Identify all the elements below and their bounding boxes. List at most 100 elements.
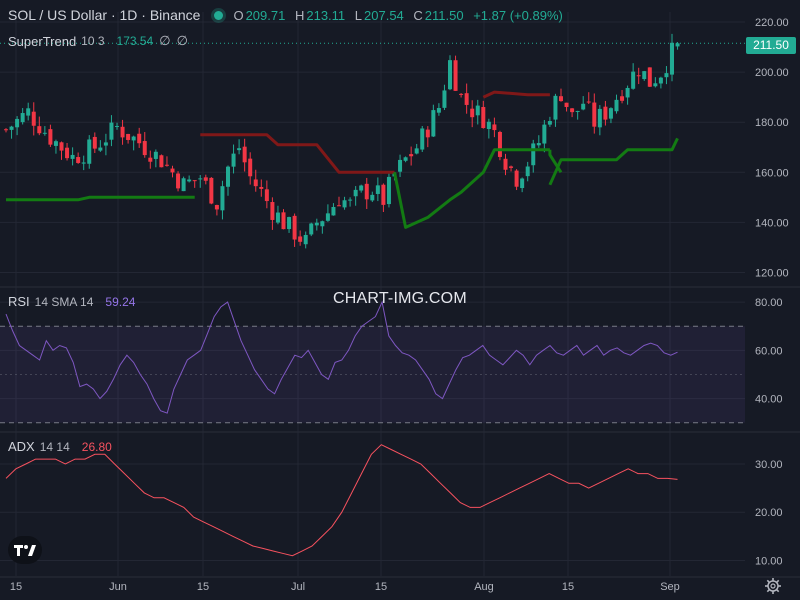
candle-body bbox=[464, 93, 469, 105]
adx-series bbox=[5, 444, 678, 557]
candle-body bbox=[636, 75, 641, 77]
x-tick-label: 15 bbox=[10, 581, 22, 593]
candle-body bbox=[481, 107, 486, 129]
candle-body bbox=[159, 155, 164, 168]
supertrend-params: 10 3 bbox=[81, 34, 105, 48]
low-value: 207.54 bbox=[364, 7, 404, 23]
x-axis-ticks: 15 Jun 15 Jul 15 Aug 15 Sep bbox=[10, 581, 680, 593]
candle-body bbox=[292, 215, 297, 240]
y-tick-label: 60.00 bbox=[755, 345, 783, 357]
candle-body bbox=[270, 202, 275, 220]
candle-body bbox=[153, 151, 158, 159]
supertrend-down-segment bbox=[200, 133, 395, 174]
candle-body bbox=[109, 122, 114, 140]
x-tick-label: 15 bbox=[562, 581, 574, 593]
candle-body bbox=[492, 124, 497, 131]
symbol-legend[interactable]: SOL / US Dollar · 1D · Binance O 209.71 H… bbox=[8, 7, 569, 23]
tradingview-logo-icon[interactable] bbox=[8, 536, 42, 564]
candle-body bbox=[525, 166, 530, 177]
candle-body bbox=[20, 113, 25, 123]
open-label: O bbox=[233, 7, 244, 23]
x-tick-label: Jun bbox=[109, 581, 127, 593]
candle-body bbox=[115, 125, 119, 127]
supertrend-up-segment bbox=[393, 148, 550, 229]
candle-body bbox=[237, 148, 242, 151]
candle-body bbox=[386, 176, 391, 205]
rsi-legend[interactable]: RSI 14 SMA 14 59.24 bbox=[8, 294, 135, 309]
high-value: 213.11 bbox=[306, 7, 346, 23]
candle-body bbox=[98, 147, 103, 151]
close-label: C bbox=[413, 7, 423, 23]
candle-body bbox=[542, 124, 547, 144]
candle-body bbox=[248, 158, 253, 177]
y-tick-label: 140.00 bbox=[755, 217, 789, 229]
candle-body bbox=[26, 108, 31, 116]
candle-body bbox=[520, 178, 525, 189]
candle-body bbox=[631, 71, 636, 89]
candle-body bbox=[581, 103, 586, 110]
y-tick-label: 20.00 bbox=[755, 507, 783, 519]
y-tick-label: 30.00 bbox=[755, 459, 783, 471]
candle-body bbox=[275, 212, 280, 223]
candle-body bbox=[453, 60, 458, 91]
candle-body bbox=[664, 73, 669, 78]
candle-body bbox=[459, 93, 464, 95]
candle-body bbox=[325, 213, 330, 221]
low-label: L bbox=[354, 7, 363, 23]
candle-body bbox=[442, 90, 447, 108]
y-tick-label: 10.00 bbox=[755, 556, 783, 568]
candle-body bbox=[70, 154, 75, 159]
rsi-line bbox=[5, 300, 678, 414]
adx-legend[interactable]: ADX 14 14 26.80 bbox=[8, 439, 112, 454]
y-tick-label: 220.00 bbox=[755, 17, 789, 29]
candle-body bbox=[486, 121, 491, 130]
candle-body bbox=[503, 158, 508, 170]
candle-body bbox=[414, 148, 419, 154]
candle-body bbox=[547, 121, 552, 125]
candle-body bbox=[309, 223, 314, 235]
supertrend-legend[interactable]: SuperTrend 10 3 173.54 ∅ ∅ bbox=[8, 33, 188, 49]
candle-body bbox=[259, 186, 264, 189]
candles bbox=[4, 33, 680, 249]
candle-body bbox=[620, 96, 625, 101]
candle-body bbox=[92, 136, 97, 149]
candle-body bbox=[420, 128, 425, 150]
supertrend-value: 173.54 bbox=[116, 34, 154, 48]
candle-body bbox=[37, 126, 42, 134]
candle-body bbox=[120, 126, 125, 138]
y-tick-label: 180.00 bbox=[755, 117, 789, 129]
candle-body bbox=[242, 146, 247, 163]
candle-body bbox=[342, 200, 347, 208]
candle-body bbox=[220, 186, 225, 211]
market-status-icon bbox=[214, 10, 224, 20]
adx-line bbox=[5, 444, 678, 557]
rsi-band bbox=[0, 325, 745, 424]
candle-body bbox=[614, 99, 619, 112]
candle-body bbox=[370, 194, 375, 201]
candle-body bbox=[570, 108, 575, 113]
adx-value: 26.80 bbox=[81, 439, 112, 454]
y-tick-label: 120.00 bbox=[755, 267, 789, 279]
candle-body bbox=[103, 142, 108, 146]
adx-name: ADX bbox=[8, 439, 35, 454]
watermark: CHART-IMG.COM bbox=[333, 290, 467, 307]
candle-body bbox=[337, 205, 341, 207]
adx-params: 14 14 bbox=[39, 439, 70, 454]
candle-body bbox=[187, 179, 192, 182]
candle-body bbox=[131, 136, 136, 141]
candle-body bbox=[126, 133, 131, 140]
candle-body bbox=[509, 166, 514, 168]
candle-body bbox=[226, 166, 230, 187]
candle-body bbox=[586, 101, 591, 103]
candle-body bbox=[597, 108, 602, 128]
candle-body bbox=[303, 234, 308, 245]
gear-icon[interactable] bbox=[764, 577, 782, 595]
candle-body bbox=[647, 67, 652, 87]
candle-body bbox=[320, 221, 325, 227]
x-tick-label: Jul bbox=[291, 581, 305, 593]
candle-body bbox=[176, 173, 181, 189]
candle-body bbox=[192, 180, 197, 182]
empty-set-icon: ∅ bbox=[176, 33, 188, 48]
candle-body bbox=[359, 185, 364, 191]
